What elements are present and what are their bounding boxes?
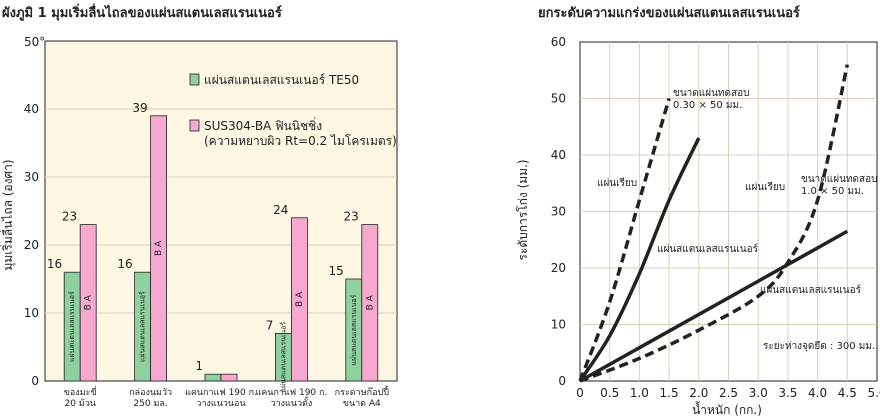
right-series-lines (578, 64, 850, 383)
right-x-tick-label: 0 (576, 386, 584, 400)
bar-inner-label-pink: B A (84, 294, 94, 310)
right-x-tick-label: 3.5 (778, 386, 797, 400)
right-x-tick-label: 2.0 (689, 386, 708, 400)
bar-inner-label-green: แผ่นสแตนเลสแรนเนอร์ (350, 294, 358, 365)
annotation-size1-line1: ขนาดแผ่นทดสอบ (673, 88, 749, 99)
left-bars: 16 แผ่นสแตนเลสแรนเนอร์ 23 B A 16 แผ่นสแตนเลสแ… (47, 101, 379, 393)
left-y-tick-label: 20 (24, 238, 39, 252)
annotation-size1-line2: 0.30 × 50 มม. (673, 100, 742, 111)
bar-pink (79, 224, 97, 382)
series-line-runner-sheet (578, 137, 701, 382)
right-x-tick-label: 1.0 (630, 386, 649, 400)
left-x-category-label: ขนาด A4 (343, 399, 381, 409)
series-line-flat-sheet (578, 98, 671, 382)
bar-inner-label-pink: B A (365, 294, 375, 310)
right-x-tick-label: 2.5 (719, 386, 738, 400)
left-x-category-label: แคนกาแฟ 190 ก. (185, 388, 257, 398)
right-y-tick-label: 50 (551, 92, 566, 106)
bar-value-label: 24 (273, 203, 288, 217)
right-chart-title: ยกระดับความแกร่งของแผ่นสแตนเลสแรนเนอร์ (538, 6, 800, 21)
left-y-tick-label: 0 (31, 374, 39, 388)
bar-value-label: 1 (195, 359, 203, 373)
left-x-category-label: 250 มล. (133, 399, 167, 409)
left-y-tick-label: 30 (24, 170, 39, 184)
series-line-flat-sheet (579, 64, 850, 383)
annotation-size2-line1: ขนาดแผ่นทดสอบ (801, 174, 877, 185)
right-x-tick-label: 4.0 (808, 386, 827, 400)
left-x-category-label: วางแนวนอน (196, 399, 245, 409)
right-x-tick-label: 5.0 (867, 386, 880, 400)
left-chart-title: ผังภูมิ 1 มุมเริ่มลื่นไถลของแผ่นสแตนเลสแ… (2, 6, 282, 21)
right-x-tick-label: 1.5 (660, 386, 679, 400)
bar-pink (361, 224, 379, 382)
left-plot-area (44, 40, 398, 382)
bar-pink (150, 115, 168, 382)
right-x-axis-label: น้ำหนัก (กก.) (692, 401, 762, 417)
right-y-tick-label: 0 (558, 374, 566, 388)
annotation-flat1: แผ่นเรียบ (597, 177, 637, 189)
right-y-tick-label: 10 (551, 318, 566, 332)
bar-value-label: 16 (47, 257, 62, 271)
right-chart: 0 0.5 1.0 1.5 2.0 2.5 3.0 3.5 4.0 4.5 5.0 0 10 20 30 40… (516, 35, 880, 417)
legend-label-green: แผ่นสแตนเลสแรนเนอร์ TE50 (204, 73, 359, 87)
annotation-distance: ระยะห่างจุดยึด : 300 มม. (763, 340, 875, 352)
right-gridlines (580, 42, 877, 381)
bar-inner-label-green: แผ่นสแตนเลสแรนเนอร์ (279, 322, 287, 393)
left-x-category-label: กล่องนมวัว (129, 388, 172, 398)
right-y-tick-label: 40 (551, 148, 566, 162)
right-y-tick-label: 30 (551, 205, 566, 219)
annotation-size2-line2: 1.0 × 50 มม. (801, 186, 864, 197)
legend-label-pink-line1: SUS304-BA ฟินนิชชิ่ง (204, 117, 322, 133)
legend-swatch-green (189, 73, 200, 86)
right-y-tick-label: 20 (551, 261, 566, 275)
left-gridlines (45, 108, 397, 314)
left-x-category-label: 20 ม้วน (64, 398, 95, 409)
bar-value-label: 39 (132, 101, 147, 115)
left-y-axis-label: มุมเริ่มลื่นไถล (องศา) (0, 159, 16, 270)
left-x-category-label: ของมะขี่ (64, 385, 97, 398)
left-chart: 16 แผ่นสแตนเลสแรนเนอร์ 23 B A 16 แผ่นสแตนเลสแ… (0, 35, 398, 409)
right-x-tick-label: 4.5 (838, 386, 857, 400)
bar-pink (290, 217, 308, 382)
bar-value-label: 23 (344, 210, 359, 224)
left-y-ticks: 0 10 20 30 40 (24, 102, 39, 388)
right-ticks: 0 0.5 1.0 1.5 2.0 2.5 3.0 3.5 4.0 4.5 5.0 0 10 20 30 40… (551, 35, 880, 400)
bar-value-label: 7 (266, 318, 274, 332)
bar-inner-label-pink: B A (154, 240, 164, 256)
bar-pink (220, 373, 238, 382)
right-y-tick-label: 60 (551, 35, 566, 49)
left-x-category-label: วางแนวตั้ง (271, 396, 313, 409)
series-line-runner-sheet (579, 229, 849, 383)
left-y-tick-label: 40 (24, 102, 39, 116)
annotation-flat2: แผ่นเรียบ (745, 181, 785, 193)
left-y-tick-label: 10 (24, 306, 39, 320)
legend-swatch-pink (189, 119, 200, 132)
right-x-tick-label: 0.5 (600, 386, 619, 400)
right-y-axis-label: ระดับการโก่ง (มม.) (516, 159, 530, 260)
left-x-category-label: แคนกาแฟ 190 ก. (255, 388, 327, 398)
left-x-category-label: กระดาษก๊อปปี้ (335, 385, 390, 398)
bar-inner-label-green: แผ่นสแตนเลสแรนเนอร์ (68, 291, 76, 362)
annotation-runner1: แผ่นสแตนเลสแรนเนอร์ (657, 243, 759, 255)
left-y-top-label: 50° (24, 35, 45, 49)
right-x-tick-label: 3.0 (749, 386, 768, 400)
bar-inner-label-green: แผ่นสแตนเลสแรนเนอร์ (139, 291, 147, 362)
bar-inner-label-pink: B A (295, 291, 305, 307)
legend-label-pink-line2: (ความหยาบผิว Rt=0.2 ไมโครเมตร) (204, 134, 397, 148)
bar-green (204, 373, 222, 382)
bar-value-label: 15 (329, 264, 344, 278)
bar-value-label: 23 (62, 210, 77, 224)
bar-value-label: 16 (117, 257, 132, 271)
annotation-runner2: แผ่นสแตนเลสแรนเนอร์ (760, 284, 862, 296)
